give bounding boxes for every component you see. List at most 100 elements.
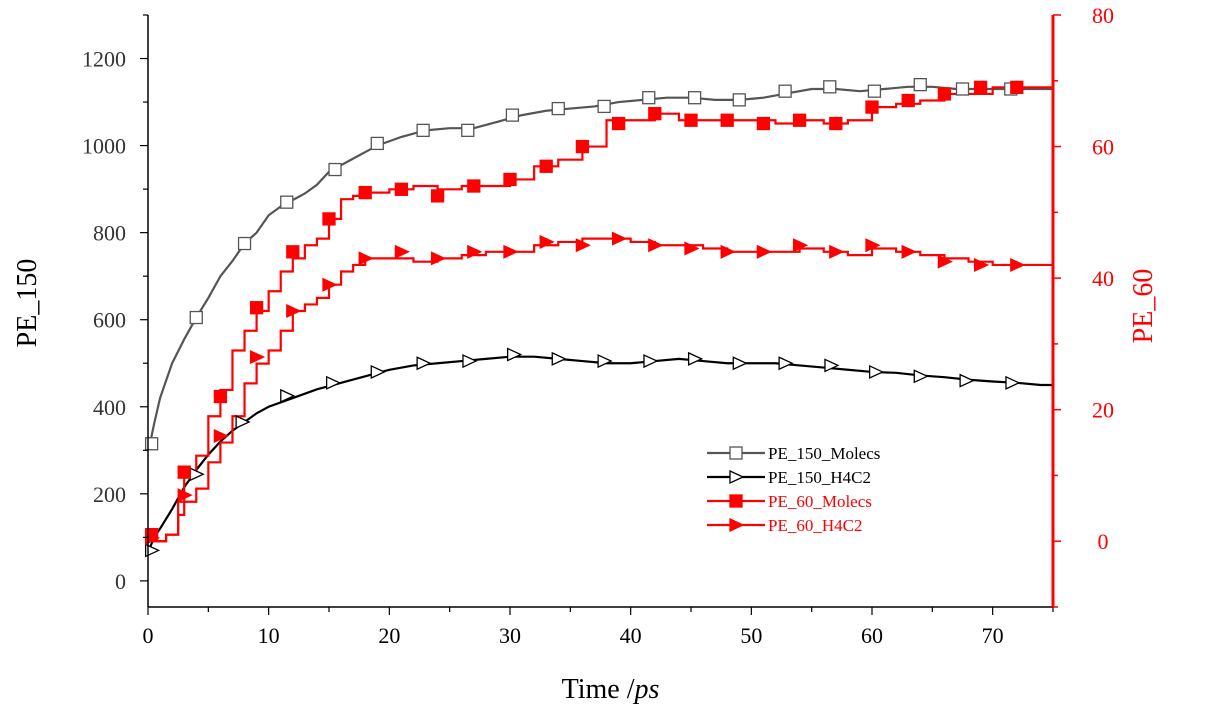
data-point-PE_60_Molecs — [756, 116, 771, 131]
x-axis-title-main: Time / — [562, 674, 635, 705]
x-tick-label: 50 — [740, 623, 762, 648]
y-right-tick-label: 0 — [1098, 529, 1109, 554]
data-point-PE_60_H4C2 — [865, 238, 881, 253]
data-point-PE_60_H4C2 — [973, 257, 990, 272]
data-point-PE_60_Molecs — [684, 113, 698, 127]
series-line-PE_60_Molecs — [148, 86, 1053, 543]
series-line-PE_60_H4C2 — [148, 237, 1053, 543]
data-point-PE_150_Molecs — [189, 310, 203, 325]
x-tick-label: 70 — [982, 623, 1004, 648]
data-point-PE_60_H4C2 — [648, 238, 664, 253]
data-point-PE_150_H4C2 — [732, 356, 748, 371]
data-point-PE_60_Molecs — [901, 93, 915, 108]
data-point-PE_150_Molecs — [778, 84, 792, 98]
data-point-PE_60_H4C2 — [684, 241, 700, 256]
data-point-PE_60_Molecs — [177, 465, 191, 479]
legend-label: PE_60_H4C2 — [768, 516, 862, 535]
data-point-PE_150_H4C2 — [1005, 375, 1021, 390]
data-point-PE_60_Molecs — [648, 107, 662, 121]
data-point-PE_150_H4C2 — [506, 347, 523, 362]
data-point-PE_150_Molecs — [416, 123, 430, 138]
data-point-PE_150_Molecs — [505, 108, 520, 122]
data-point-PE_60_Molecs — [539, 159, 553, 173]
x-axis-title-unit: ps — [632, 674, 659, 705]
data-point-PE_60_H4C2 — [503, 244, 519, 259]
data-point-PE_60_Molecs — [792, 113, 807, 127]
data-point-PE_60_H4C2 — [720, 244, 736, 259]
x-tick-label: 10 — [258, 623, 280, 648]
data-point-PE_60_H4C2 — [467, 244, 483, 259]
legend-marker — [729, 469, 745, 485]
data-point-PE_60_H4C2 — [394, 244, 410, 259]
x-tick-label: 0 — [143, 623, 154, 648]
data-point-PE_60_Molecs — [973, 80, 988, 95]
data-point-PE_150_H4C2 — [235, 414, 251, 430]
data-point-PE_150_H4C2 — [325, 375, 342, 390]
data-point-PE_60_H4C2 — [286, 303, 302, 319]
data-point-PE_150_Molecs — [955, 82, 970, 96]
data-point-PE_150_H4C2 — [913, 369, 929, 384]
data-point-PE_150_Molecs — [280, 195, 294, 209]
data-point-PE_60_H4C2 — [901, 244, 917, 259]
data-point-PE_60_Molecs — [937, 87, 952, 101]
y-right-tick-label: 20 — [1092, 398, 1114, 423]
data-point-PE_60_H4C2 — [249, 350, 266, 365]
y-axis-right-title: PE_60 — [1128, 269, 1159, 344]
data-point-PE_150_H4C2 — [778, 356, 794, 371]
data-point-PE_150_Molecs — [823, 80, 837, 94]
data-point-PE_150_Molecs — [237, 236, 252, 251]
y-left-tick-label: 400 — [93, 395, 126, 420]
data-point-PE_60_Molecs — [322, 212, 336, 226]
data-point-PE_150_H4C2 — [959, 373, 975, 388]
data-point-PE_150_Molecs — [370, 136, 384, 151]
data-point-PE_60_H4C2 — [829, 244, 845, 259]
data-point-PE_150_H4C2 — [416, 356, 432, 371]
y-left-tick-label: 1000 — [82, 134, 126, 159]
legend-item-PE_60_H4C2: PE_60_H4C2 — [707, 516, 862, 535]
data-point-PE_60_Molecs — [213, 389, 228, 404]
data-point-PE_60_H4C2 — [756, 244, 772, 259]
y-left-tick-label: 1200 — [82, 47, 126, 72]
legend-label: PE_60_Molecs — [768, 492, 872, 511]
data-point-PE_150_H4C2 — [643, 354, 659, 369]
legend-item-PE_150_Molecs: PE_150_Molecs — [707, 444, 880, 463]
data-point-PE_60_H4C2 — [792, 238, 809, 253]
data-point-PE_150_H4C2 — [462, 354, 478, 369]
data-point-PE_60_H4C2 — [539, 234, 555, 249]
y-right-tick-label: 40 — [1092, 266, 1114, 291]
data-point-PE_60_H4C2 — [430, 251, 447, 266]
data-point-PE_60_Molecs — [865, 100, 879, 114]
data-point-PE_60_H4C2 — [322, 277, 338, 292]
y-right-tick-label: 80 — [1092, 3, 1114, 28]
data-point-PE_150_H4C2 — [824, 358, 840, 373]
data-point-PE_150_H4C2 — [687, 351, 704, 366]
data-point-PE_150_H4C2 — [144, 543, 161, 558]
data-point-PE_150_Molecs — [867, 84, 882, 98]
axes: 0 10 20 30 40 50 60 70 0 200 400 600 800 1000 1200 0 20 4… — [82, 3, 1114, 648]
legend-marker — [729, 446, 743, 460]
legend-label: PE_150_H4C2 — [768, 468, 871, 487]
data-point-PE_150_Molecs — [913, 77, 927, 92]
y-axis-left-title: PE_150 — [12, 259, 43, 348]
data-point-PE_60_H4C2 — [575, 238, 591, 253]
data-point-PE_60_Molecs — [358, 185, 372, 200]
x-tick-label: 20 — [378, 623, 400, 648]
y-left-tick-label: 800 — [93, 221, 126, 246]
data-point-PE_60_H4C2 — [358, 251, 374, 266]
legend-item-PE_150_H4C2: PE_150_H4C2 — [707, 468, 871, 487]
data-point-PE_60_Molecs — [720, 113, 734, 127]
series-line-PE_150_Molecs — [149, 85, 1053, 442]
data-point-PE_60_Molecs — [575, 139, 590, 154]
data-point-PE_150_Molecs — [551, 101, 565, 116]
x-tick-label: 30 — [499, 623, 521, 648]
data-point-PE_150_Molecs — [461, 123, 475, 138]
x-axis-title: Time /ps — [562, 674, 660, 705]
legend-label: PE_150_Molecs — [768, 444, 880, 463]
data-point-PE_60_Molecs — [249, 301, 264, 315]
legend-item-PE_60_Molecs: PE_60_Molecs — [707, 492, 872, 511]
series-line-PE_150_H4C2 — [146, 355, 1053, 553]
y-right-tick-label: 60 — [1092, 135, 1114, 160]
y-left-tick-label: 600 — [93, 308, 126, 333]
data-point-PE_60_H4C2 — [937, 254, 953, 269]
